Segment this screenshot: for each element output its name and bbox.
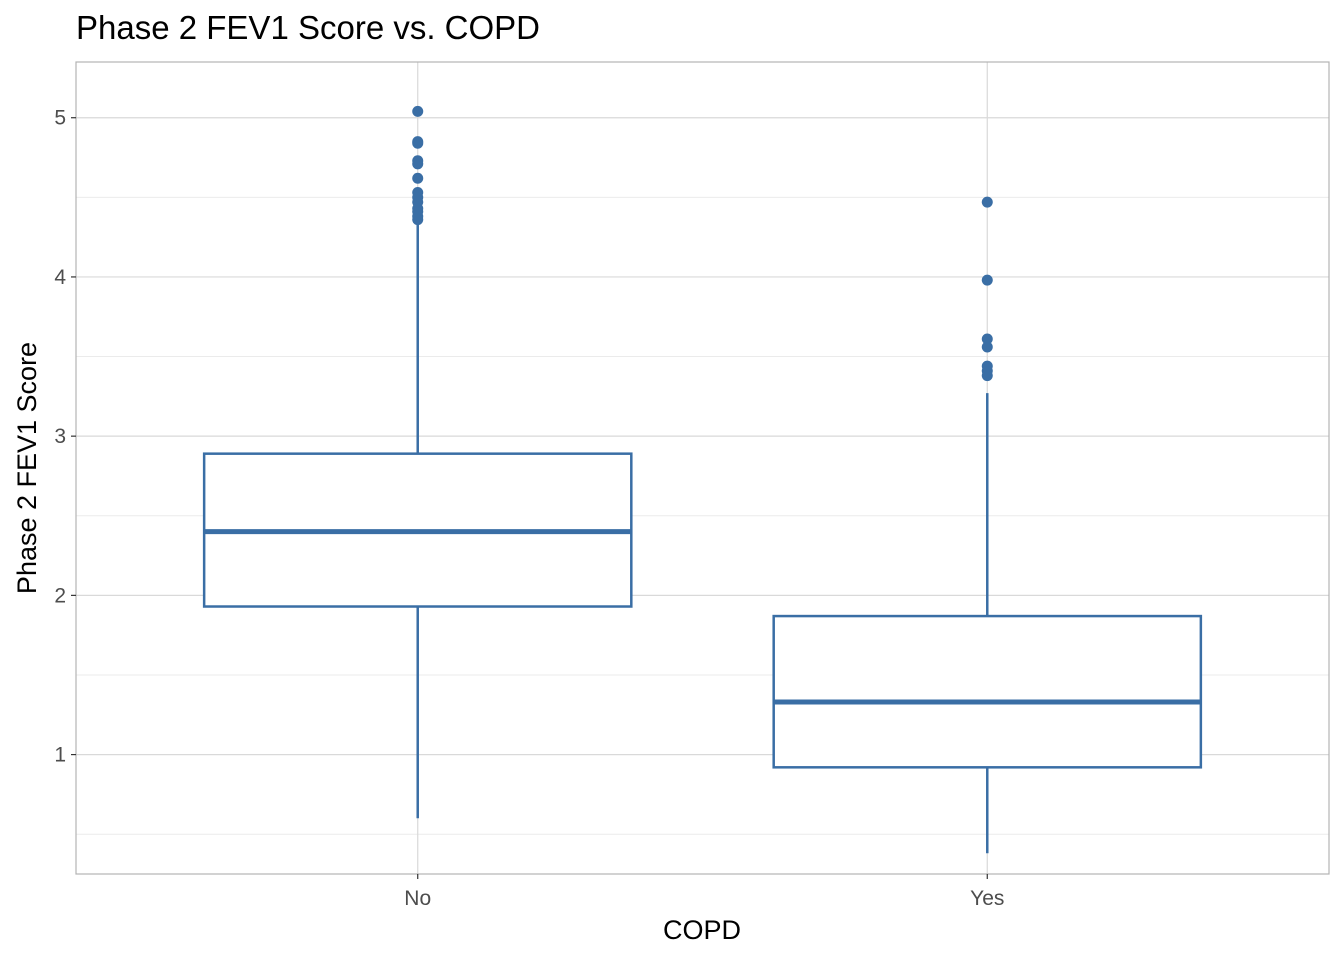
box-yes <box>772 196 1203 854</box>
outlier-point <box>412 172 424 184</box>
outlier-point <box>981 274 993 286</box>
outlier-point <box>981 360 993 372</box>
y-tick-label: 3 <box>54 425 66 448</box>
y-tick-label: 1 <box>54 744 66 767</box>
boxes <box>202 105 1203 854</box>
outlier-point <box>412 155 424 167</box>
y-axis-title: Phase 2 FEV1 Score <box>12 342 42 594</box>
outlier-point <box>412 136 424 148</box>
chart-title: Phase 2 FEV1 Score vs. COPD <box>76 9 540 46</box>
panel-border <box>75 61 1330 875</box>
x-tick-label: Yes <box>970 887 1004 910</box>
x-axis-ticks: No Yes <box>404 874 1004 910</box>
iqr-box <box>772 614 1203 769</box>
x-tick-label: No <box>404 887 431 910</box>
y-tick-label: 2 <box>54 584 66 607</box>
outlier-point <box>981 341 993 353</box>
y-axis-ticks: 1 2 3 4 5 <box>54 107 76 767</box>
outlier-point <box>412 187 424 199</box>
y-tick-label: 4 <box>54 266 66 289</box>
outlier-point <box>981 196 993 208</box>
x-axis-title: COPD <box>663 915 741 945</box>
box-no <box>202 105 633 819</box>
outlier-point <box>412 105 424 117</box>
y-tick-label: 5 <box>54 107 66 130</box>
outlier-point <box>981 333 993 345</box>
